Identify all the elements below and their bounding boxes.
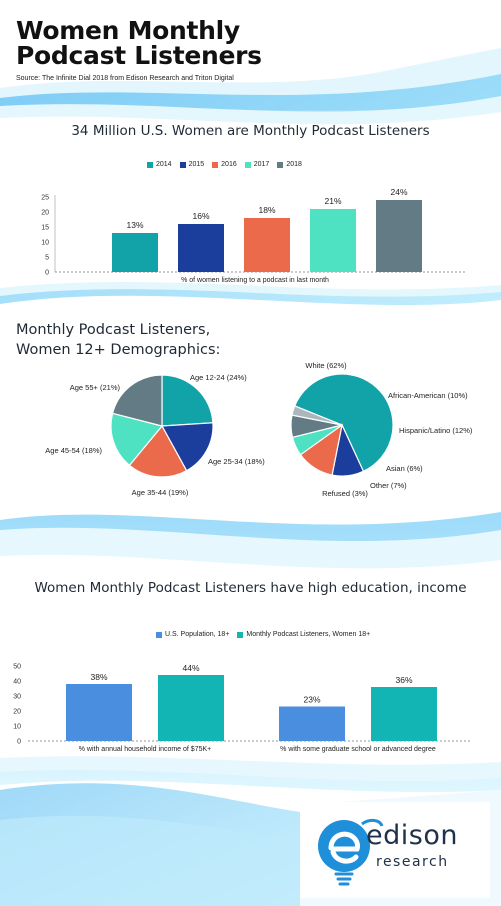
section2-heading: Monthly Podcast Listeners, Women 12+ Dem… (16, 320, 220, 360)
chart1-legend-swatch-2 (212, 161, 219, 168)
ethnicity-pie-slice-4 (290, 414, 343, 439)
chart3-legend-label-0: U.S. Population, 18+ (165, 631, 230, 638)
page-title: Women Monthly Podcast Listeners (16, 18, 262, 68)
chart3-ytick: 10 (13, 724, 21, 731)
chart3-legend-label-1: Monthly Podcast Listeners, Women 18+ (246, 631, 371, 638)
chart1-ytick: 20 (41, 210, 49, 217)
chart1-ytick: 15 (41, 225, 49, 232)
age-pie-slice-label-0: Age 12-24 (24%) (190, 373, 247, 382)
chart1-ytick: 0 (45, 270, 49, 277)
age-pie-slice-label-1: Age 25-34 (18%) (208, 457, 265, 466)
chart3-ytick: 0 (17, 739, 21, 746)
chart3-ytick: 20 (13, 709, 21, 716)
ethnicity-pie-slice-0 (293, 373, 394, 473)
chart1-legend-swatch-3 (244, 161, 251, 168)
chart3-ytick: 50 (13, 664, 21, 671)
chart1-bar-2014 (112, 233, 158, 272)
chart1-bar-2017 (310, 209, 356, 272)
chart1-bar-2015 (178, 224, 224, 272)
age-pie-slice-1 (161, 422, 214, 472)
chart1-ytick: 5 (45, 255, 49, 262)
ethnicity-pie-slice-5 (291, 405, 343, 426)
chart1-legend-item-0: 2014 (147, 161, 172, 168)
chart3-bar-0-1 (158, 675, 224, 741)
age-pie-slice-2 (128, 424, 188, 478)
chart1-legend: 2014 2015 2016 2017 2018 (147, 161, 302, 168)
chart1-legend-label-3: 2017 (253, 161, 270, 168)
section2-heading-line2: Women 12+ Demographics: (16, 342, 221, 358)
chart3-category-label-0: % with annual household income of $75K+ (79, 746, 212, 753)
logo-subtext: research (376, 854, 449, 870)
chart1-ytick: 25 (41, 195, 49, 202)
chart1-legend-item-2: 2016 (212, 161, 237, 168)
chart3-data-label-1-0: 23% (303, 695, 320, 705)
chart1-legend-label-4: 2018 (286, 161, 302, 168)
chart1-legend-label-0: 2014 (156, 161, 172, 168)
ethnicity-pie-slice-3 (291, 424, 343, 456)
chart3-data-label-1-1: 36% (395, 675, 412, 685)
age-pie-slice-4 (111, 374, 163, 427)
ethnicity-pie-slice-label-4: Other (7%) (370, 481, 407, 490)
chart3-legend-swatch-1 (237, 631, 244, 638)
ethnicity-pie-slice-1 (331, 423, 365, 477)
logo-wordmark: edison (366, 820, 458, 851)
ethnicity-pie-slice-label-3: Asian (6%) (386, 464, 423, 473)
title-line-2: Podcast Listeners (16, 41, 262, 70)
chart3-bar-1-1 (371, 687, 437, 741)
chart1-legend-swatch-1 (179, 161, 186, 168)
ethnicity-pie-slice-label-0: White (62%) (305, 361, 347, 370)
age-pie-slice-label-4: Age 55+ (21%) (70, 383, 121, 392)
age-pie-slice-label-3: Age 45-54 (18%) (45, 446, 102, 455)
chart1-data-label-2014: 13% (126, 220, 143, 230)
chart1-data-label-2016: 18% (258, 205, 275, 215)
chart3-data-label-0-0: 38% (90, 672, 107, 682)
chart1-data-label-2015: 16% (192, 211, 209, 221)
chart1-legend-label-2: 2016 (221, 161, 237, 168)
edison-logo: edison research (300, 802, 490, 898)
ethnicity-pie-slice-label-5: Refused (3%) (322, 489, 368, 498)
section3-heading: Women Monthly Podcast Listeners have hig… (34, 580, 467, 596)
chart1-data-label-2018: 24% (390, 187, 407, 197)
chart3-legend-swatch-0 (156, 631, 162, 638)
ethnicity-pie-slice-2 (299, 423, 343, 476)
chart3-ytick: 40 (13, 679, 21, 686)
source-note: Source: The Infinite Dial 2018 from Edis… (16, 75, 234, 82)
chart1-legend-label-1: 2015 (188, 161, 205, 168)
chart3-ytick: 30 (13, 694, 21, 701)
chart1-data-label-2017: 21% (324, 196, 341, 206)
age-pie-slice-label-2: Age 35-44 (19%) (132, 488, 189, 497)
title-line-1: Women Monthly (16, 16, 240, 45)
chart1-legend-item-3: 2017 (244, 161, 270, 168)
chart1-legend-swatch-0 (147, 161, 153, 168)
chart1-legend-item-4: 2018 (277, 161, 302, 168)
ethnicity-pie-slice-label-2: Hispanic/Latino (12%) (399, 426, 473, 435)
section2-heading-line1: Monthly Podcast Listeners, (16, 322, 211, 338)
age-pie-slice-3 (110, 412, 164, 467)
chart3-legend-item-0: U.S. Population, 18+ (156, 631, 229, 638)
section1-heading: 34 Million U.S. Women are Monthly Podcas… (71, 123, 430, 139)
chart3-legend-item-1: Monthly Podcast Listeners, Women 18+ (237, 631, 370, 638)
chart1-bar-2018 (376, 200, 422, 272)
chart3-category-label-1: % with some graduate school or advanced … (280, 746, 436, 753)
age-pie-slice-0 (161, 374, 214, 427)
chart3-bar-0-0 (66, 684, 132, 741)
chart3-legend: U.S. Population, 18+ Monthly Podcast List… (156, 631, 370, 638)
chart1-legend-item-1: 2015 (179, 161, 205, 168)
chart3-bar-1-0 (279, 706, 345, 741)
chart1-legend-swatch-4 (277, 161, 284, 168)
ethnicity-pie-slice-label-1: African-American (10%) (388, 391, 468, 400)
chart3-data-label-0-1: 44% (182, 663, 199, 673)
chart1-category-label: % of women listening to a podcast in las… (181, 277, 329, 284)
edison-logo-icon (318, 818, 384, 886)
chart1-ytick: 10 (41, 240, 49, 247)
chart1-bar-2016 (244, 218, 290, 272)
